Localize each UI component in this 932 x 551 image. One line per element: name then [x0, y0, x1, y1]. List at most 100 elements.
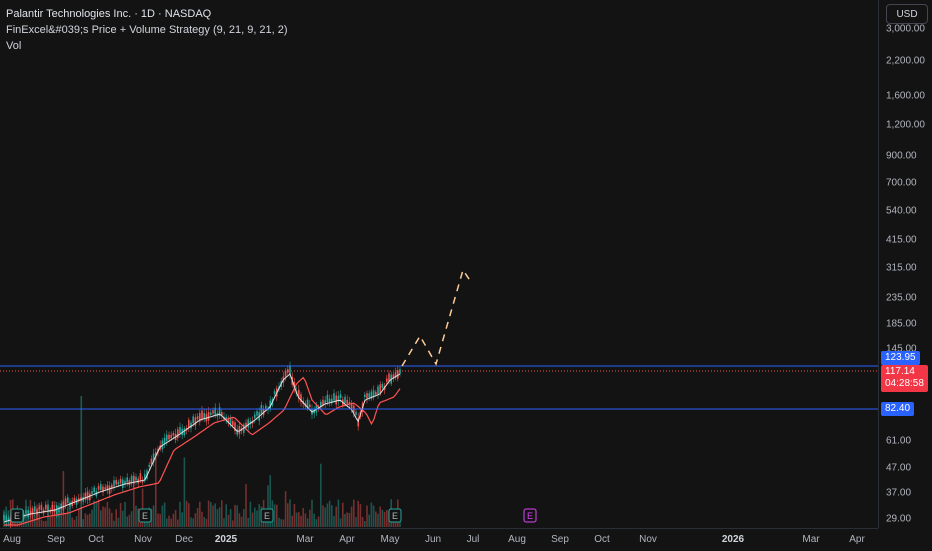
candle-body	[7, 517, 10, 522]
candle-body	[122, 479, 124, 488]
candle-body	[370, 391, 373, 399]
candles	[3, 361, 401, 528]
volume-bar	[102, 506, 104, 527]
time-label: Apr	[339, 534, 355, 545]
volume-bar	[386, 509, 388, 527]
candle-body	[243, 424, 245, 433]
future-earnings-marker-label: E	[527, 511, 533, 521]
price-tick-label: 145.00	[886, 343, 917, 355]
volume-bar	[84, 513, 87, 527]
volume-bar	[124, 501, 126, 527]
volume-bar	[174, 509, 177, 527]
volume-bar	[328, 500, 331, 527]
volume-bar	[337, 499, 340, 527]
volume-bar	[212, 505, 214, 527]
upper-line-badge: 123.95	[881, 351, 920, 365]
volume-bar	[240, 516, 243, 527]
candle-body	[130, 476, 133, 484]
volume-bar	[289, 499, 291, 527]
candle-body	[331, 398, 333, 404]
price-tick-label: 37.00	[886, 487, 912, 499]
volume-bar	[152, 505, 155, 527]
volume-bar	[199, 501, 201, 527]
volume-bar	[267, 485, 269, 527]
chart-area[interactable]: E E E E E Palantir Technologies Inc. · 1D · …	[0, 0, 878, 528]
candle-body	[394, 372, 397, 378]
volume-bar	[355, 517, 357, 527]
currency-button[interactable]: USD	[886, 4, 928, 24]
volume-bar	[69, 502, 71, 527]
candle-body	[78, 498, 80, 502]
candle-body	[203, 413, 205, 420]
volume-bar	[234, 505, 236, 527]
volume-bar	[344, 513, 346, 527]
volume-bar	[223, 518, 225, 527]
candle-body	[388, 373, 390, 382]
volume-bar	[144, 518, 146, 527]
volume-bar	[181, 512, 183, 527]
volume-bar	[368, 514, 370, 527]
volume-bar	[214, 503, 216, 527]
volume-bar	[302, 508, 304, 527]
candle-body	[108, 485, 111, 494]
symbol-title[interactable]: Palantir Technologies Inc. · 1D · NASDAQ	[6, 8, 212, 20]
volume-bar	[86, 514, 89, 527]
volume-bar	[203, 516, 205, 527]
volume-bar	[192, 518, 194, 527]
price-tick-label: 900.00	[886, 150, 917, 162]
candle-body	[155, 452, 157, 457]
candle-body	[238, 425, 241, 435]
candle-body	[381, 383, 384, 389]
volume-bar	[194, 513, 197, 527]
volume-bar	[49, 516, 51, 527]
earnings-marker-label: E	[142, 511, 148, 521]
volume-label[interactable]: Vol	[6, 40, 22, 52]
candle-body	[344, 396, 346, 404]
candle-body	[67, 497, 69, 503]
volume-bar	[183, 457, 186, 527]
candle-body	[368, 393, 370, 398]
future-earnings-marker: E	[523, 508, 537, 523]
candle-body	[104, 487, 106, 490]
candle-body	[117, 481, 120, 485]
volume-bar	[359, 504, 362, 527]
candle-body	[102, 486, 104, 493]
candle-body	[306, 399, 309, 409]
time-scale[interactable]	[0, 528, 878, 551]
volume-bar	[342, 502, 344, 527]
volume-bar	[315, 519, 318, 527]
volume-bar	[357, 500, 359, 527]
candle-body	[254, 414, 256, 419]
price-scale[interactable]	[878, 0, 932, 528]
volume-bar	[243, 509, 245, 527]
candle-body	[183, 428, 186, 436]
candle-body	[100, 484, 102, 490]
candle-body	[339, 394, 342, 399]
candle-body	[366, 393, 368, 399]
strategy-label[interactable]: FinExcel&#039;s Price + Volume Strategy …	[6, 24, 288, 36]
candle-body	[82, 497, 84, 502]
candle-body	[397, 370, 399, 379]
volume-bar	[159, 514, 161, 527]
volume-bar	[64, 514, 67, 527]
time-label: May	[380, 534, 400, 545]
volume-bar	[273, 504, 276, 527]
candle-body	[355, 411, 357, 415]
candle-body	[298, 389, 300, 399]
price-tick-label: 540.00	[886, 205, 917, 217]
candle-body	[256, 411, 258, 416]
candle-body	[269, 400, 271, 409]
candle-body	[126, 477, 128, 483]
candle-body	[229, 418, 232, 424]
price-tick-label: 1,600.00	[886, 90, 925, 102]
volume-bar	[284, 491, 287, 527]
volume-bar	[216, 509, 219, 527]
volume-bar	[258, 504, 260, 527]
candle-body	[399, 369, 401, 374]
volume-bar	[320, 463, 322, 527]
volume-bar	[306, 518, 309, 527]
time-label: Nov	[639, 534, 657, 545]
volume-bar	[372, 505, 375, 527]
volume-bar	[348, 512, 351, 527]
